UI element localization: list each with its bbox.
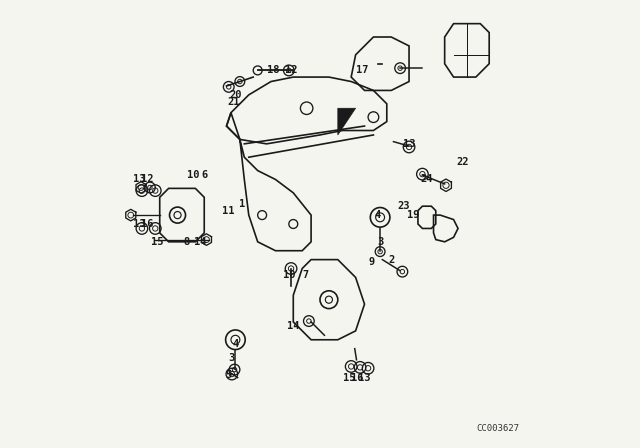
- Text: 15: 15: [151, 237, 164, 247]
- Text: 10: 10: [283, 270, 295, 280]
- Text: 13: 13: [358, 373, 371, 383]
- Text: 4: 4: [232, 339, 239, 349]
- Text: 24: 24: [420, 174, 433, 185]
- Text: 23: 23: [397, 201, 410, 211]
- Text: 17: 17: [356, 65, 369, 75]
- Text: 16: 16: [141, 219, 154, 229]
- Text: CC003627: CC003627: [477, 424, 520, 433]
- Text: 11: 11: [223, 206, 235, 215]
- Text: 22: 22: [456, 157, 468, 167]
- Text: 13: 13: [403, 139, 415, 149]
- Text: 6: 6: [201, 170, 207, 180]
- Text: 21: 21: [227, 97, 239, 107]
- Text: 1: 1: [239, 199, 245, 209]
- Text: 3: 3: [228, 353, 234, 362]
- Text: 8: 8: [183, 237, 189, 247]
- Text: 12: 12: [285, 65, 298, 75]
- Text: 4: 4: [375, 210, 381, 220]
- Text: 12: 12: [141, 174, 154, 185]
- Text: 20: 20: [229, 90, 242, 100]
- Text: 14: 14: [193, 237, 206, 247]
- Text: 10: 10: [187, 170, 200, 180]
- Text: 3: 3: [377, 237, 383, 247]
- Text: 19: 19: [407, 210, 420, 220]
- Polygon shape: [338, 108, 356, 135]
- Text: 13: 13: [133, 219, 146, 229]
- Text: 13: 13: [133, 174, 146, 185]
- Text: 5: 5: [226, 370, 232, 380]
- Text: 7: 7: [303, 270, 309, 280]
- Text: 18: 18: [267, 65, 280, 75]
- Text: 16: 16: [351, 373, 364, 383]
- Text: 9: 9: [368, 257, 374, 267]
- Text: 15: 15: [342, 373, 355, 383]
- Text: 2: 2: [388, 254, 394, 265]
- Text: 14: 14: [287, 321, 300, 332]
